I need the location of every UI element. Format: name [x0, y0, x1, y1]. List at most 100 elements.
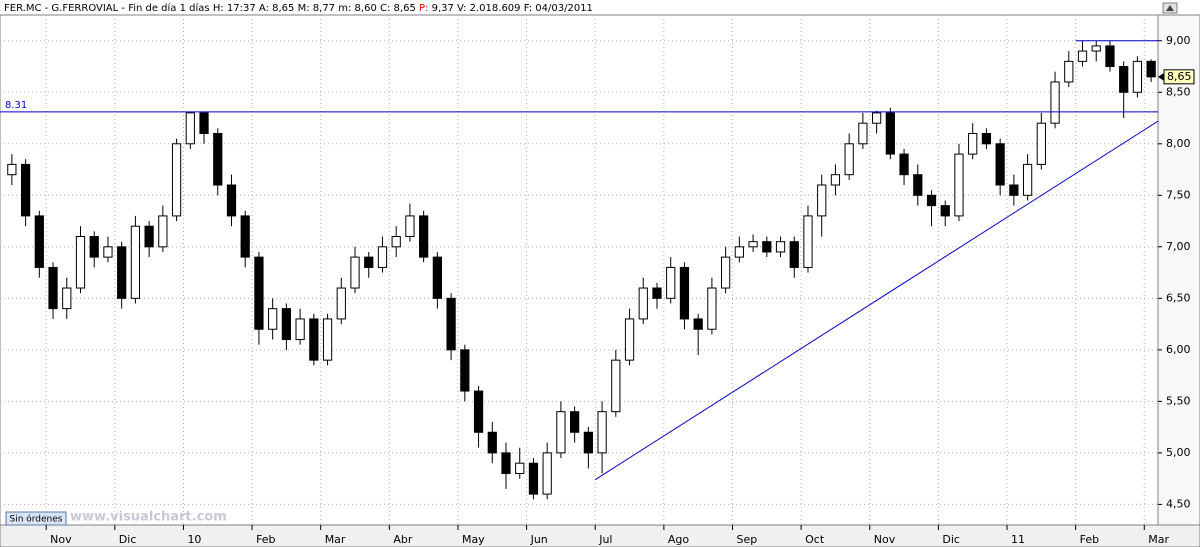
header-field-value: 8,65: [394, 3, 416, 14]
candle-body: [638, 287, 648, 320]
header-field-label: V:: [457, 3, 466, 14]
candle-body: [405, 215, 415, 238]
candle-body: [707, 287, 717, 330]
x-tick-label: Mar: [1148, 533, 1169, 546]
x-tick-label: Dic: [119, 533, 137, 546]
candle-body: [460, 349, 470, 392]
header-field-label: A:: [259, 3, 269, 14]
candle-body: [871, 112, 882, 124]
y-tick-label: 8,50: [1166, 85, 1191, 98]
header-field-label: C:: [380, 3, 390, 14]
y-tick-label: 7,00: [1166, 240, 1191, 253]
x-tick-label: Mar: [325, 533, 346, 546]
x-tick-label: Abr: [393, 533, 413, 546]
x-tick-label: Nov: [50, 533, 72, 546]
candle-body: [419, 215, 429, 258]
header-field-value: 2.018.609: [470, 3, 521, 14]
candle-body: [20, 163, 31, 217]
candle-body: [281, 308, 292, 341]
y-tick-label: 6,00: [1166, 343, 1191, 356]
candle-body: [803, 215, 813, 268]
y-tick-label: 6,50: [1166, 291, 1191, 304]
candle-body: [432, 256, 442, 299]
header-field-label: m:: [338, 3, 351, 14]
candle-body: [350, 256, 360, 289]
y-tick-label: 5,00: [1166, 446, 1191, 459]
header-item: Fin de día 1 días: [128, 2, 209, 14]
x-tick-label: 11: [1011, 533, 1025, 546]
scroll-arrow: [1166, 5, 1174, 11]
candle-body: [473, 390, 484, 433]
candle-body: [75, 236, 86, 289]
header-field-value: 04/03/2011: [535, 3, 593, 14]
candle-body: [171, 143, 182, 217]
candle-body: [830, 174, 841, 186]
candle-body: [981, 132, 992, 145]
candle-body: [775, 241, 786, 253]
candle-body: [542, 452, 552, 495]
candle-body: [652, 287, 662, 299]
candle-body: [1050, 81, 1060, 124]
candle-body: [583, 431, 593, 454]
candle-body: [501, 452, 511, 474]
candle-body: [515, 462, 525, 474]
x-tick-label: 10: [187, 533, 201, 546]
candle-body: [117, 246, 127, 299]
last-price-label: 8,65: [1167, 70, 1192, 83]
candle-body: [158, 215, 168, 248]
candle-body: [364, 256, 374, 268]
y-axis-band: [1157, 14, 1200, 526]
x-tick-label: Dic: [942, 533, 960, 546]
candle-body: [597, 411, 607, 454]
header-field-label: M:: [298, 3, 310, 14]
candle-body: [48, 266, 58, 310]
candle-body: [817, 184, 827, 217]
header-item: FER.MC: [4, 3, 41, 14]
candle-body: [926, 194, 937, 207]
candle-body: [858, 122, 868, 145]
candle-body: [7, 163, 17, 176]
header-field-value: 17:37: [227, 3, 256, 14]
candle-body: [556, 411, 566, 454]
candle-body: [336, 287, 346, 320]
header-field-label: F:: [524, 3, 532, 14]
candle-body: [789, 241, 799, 268]
trendline: [594, 120, 1159, 481]
support-label: 8.31: [5, 100, 27, 111]
candle-body: [899, 153, 909, 176]
y-tick-label: 8,00: [1166, 137, 1191, 150]
candle-body: [528, 462, 539, 495]
candle-body: [1132, 60, 1143, 93]
x-tick-label: Oct: [805, 533, 825, 546]
candle-body: [62, 287, 72, 310]
candle-body: [89, 236, 99, 258]
candle-body: [377, 246, 388, 268]
candle-body: [213, 132, 223, 186]
candle-body: [268, 308, 278, 330]
x-tick-label: Sep: [736, 533, 757, 546]
header-field-label: P:: [419, 3, 428, 14]
candle-body: [254, 256, 264, 330]
candle-body: [446, 297, 456, 351]
x-tick-label: Nov: [874, 533, 896, 546]
header-field-label: H:: [213, 3, 224, 14]
candle-body: [968, 132, 978, 155]
candle-body: [679, 266, 690, 320]
candle-body: [940, 205, 950, 217]
orders-button[interactable]: [5, 511, 67, 526]
candle-body: [1064, 60, 1074, 83]
y-tick-label: 5,50: [1166, 394, 1191, 407]
candle-body: [1077, 50, 1088, 62]
candle-body: [144, 225, 154, 248]
header-field-value: 8,77: [313, 3, 335, 14]
y-tick-label: 7,50: [1166, 188, 1191, 201]
header-sep: -: [41, 3, 51, 14]
candle-body: [693, 318, 703, 330]
candle-body: [1105, 45, 1115, 68]
candle-body: [322, 318, 333, 361]
x-tick-label: May: [462, 533, 485, 546]
header-field-value: 8,65: [272, 3, 294, 14]
x-axis-band: [0, 524, 1200, 547]
orders-button-label: Sin órdenes: [9, 514, 62, 525]
